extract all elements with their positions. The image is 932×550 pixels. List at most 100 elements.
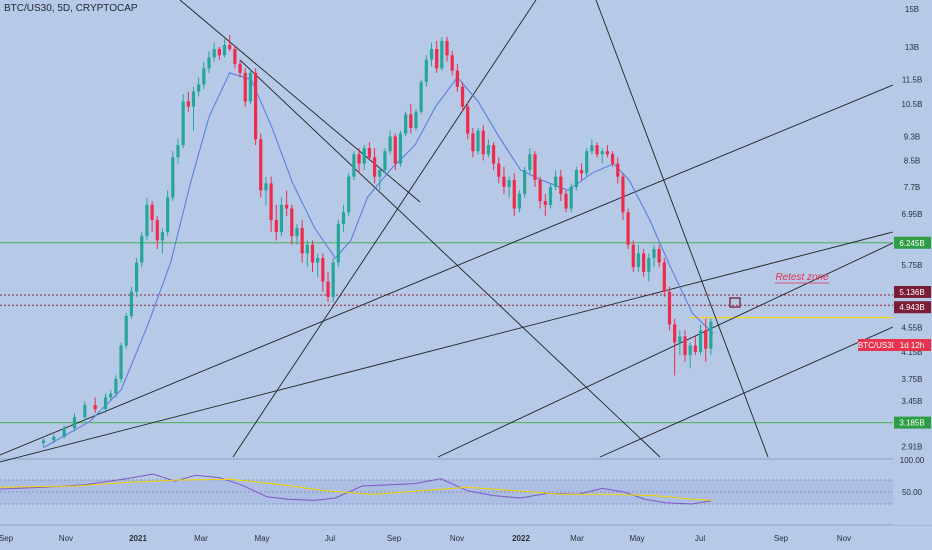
candle-36 (253, 68, 258, 146)
candle-body (160, 232, 165, 241)
candle-97 (569, 183, 573, 213)
rsi-ma-line (0, 478, 714, 501)
candle-80 (481, 125, 485, 161)
candle-body (166, 197, 170, 233)
rsi-tick-label: 50.00 (902, 488, 923, 497)
candle-67 (414, 109, 418, 131)
candle-57 (362, 145, 366, 171)
candle-body (191, 91, 196, 107)
candle-body (616, 163, 620, 177)
candle-79 (476, 127, 480, 155)
candle-8 (109, 389, 113, 402)
price-tick-label: 11.5B (902, 76, 922, 85)
candle-41 (279, 197, 284, 237)
trend-line-8 (599, 326, 894, 458)
candle-body (667, 291, 672, 325)
candle-body (83, 405, 87, 418)
candle-body (259, 139, 263, 191)
candle-71 (435, 40, 439, 73)
badge-resistance-bottom (894, 301, 931, 314)
candle-33 (238, 59, 242, 78)
badge-support-lower-label: 3.185B (899, 419, 924, 428)
candle-93 (548, 183, 553, 209)
candle-body (347, 176, 351, 213)
candle-body (62, 428, 66, 437)
candle-body (336, 223, 340, 263)
candle-body (321, 257, 325, 282)
candle-body (222, 44, 227, 56)
candle-92 (543, 193, 547, 217)
candle-99 (579, 163, 584, 180)
time-tick-label: May (254, 534, 269, 543)
candle-109 (631, 240, 635, 272)
candle-72 (440, 36, 444, 71)
candle-body (538, 179, 542, 202)
candle-body (683, 336, 687, 356)
candle-113 (652, 244, 656, 268)
time-tick-label: Sep (0, 534, 14, 543)
candle-body (372, 157, 377, 177)
badge-support-upper (894, 236, 931, 249)
candle-body (574, 170, 578, 187)
trend-line-4 (232, 0, 537, 458)
candle-body (450, 55, 454, 71)
candle-13 (134, 257, 139, 297)
candle-30 (222, 38, 227, 58)
time-tick-label: Nov (450, 534, 464, 543)
candle-body (528, 154, 532, 171)
badge-support-upper-label: 6.245B (899, 239, 924, 248)
candle-body (217, 49, 221, 56)
price-tick-label: 5.75B (902, 261, 923, 270)
candle-6 (93, 397, 97, 414)
candle-body (559, 176, 563, 194)
trend-line-3 (0, 84, 894, 456)
candle-62 (388, 130, 392, 155)
candle-74 (450, 51, 454, 76)
candle-73 (445, 36, 449, 62)
candle-body (388, 136, 392, 152)
candle-body (636, 253, 641, 268)
candle-body (600, 151, 604, 155)
candle-69 (424, 55, 428, 87)
candle-52 (336, 220, 340, 268)
trend-line-6 (0, 231, 894, 463)
candle-body (310, 244, 315, 263)
candle-31 (228, 34, 232, 52)
price-tick-label: 3.75B (902, 375, 923, 384)
candle-68 (419, 79, 423, 115)
candle-body (409, 114, 413, 128)
rsi-line (0, 473, 714, 505)
candle-95 (559, 170, 563, 202)
candle-body (393, 136, 397, 164)
candle-body (647, 257, 651, 272)
candle-body (662, 262, 666, 292)
candle-body (253, 72, 258, 140)
candle-body (150, 204, 154, 221)
candle-body (367, 148, 372, 158)
symbol-title: BTC/US30, 5D, CRYPTOCAP (4, 3, 138, 14)
candle-85 (507, 176, 511, 198)
candle-body (491, 145, 496, 164)
candle-body (72, 417, 77, 429)
candle-body (533, 154, 537, 180)
badge-resistance-top (894, 285, 931, 298)
candle-body (673, 324, 677, 343)
candle-body (631, 244, 635, 268)
candle-body (486, 145, 491, 155)
candle-body (155, 220, 159, 241)
candle-51 (331, 257, 335, 303)
candle-body (316, 257, 320, 263)
candle-84 (502, 166, 506, 194)
candle-17 (155, 216, 159, 250)
candle-18 (160, 228, 165, 254)
candle-body (476, 130, 480, 152)
candle-2 (52, 434, 56, 444)
time-tick-label: Nov (59, 534, 73, 543)
price-tick-label: 13B (905, 43, 919, 52)
trend-line-2 (239, 59, 661, 458)
candle-body (678, 336, 682, 343)
candle-body (569, 186, 573, 209)
candle-24 (191, 86, 196, 131)
